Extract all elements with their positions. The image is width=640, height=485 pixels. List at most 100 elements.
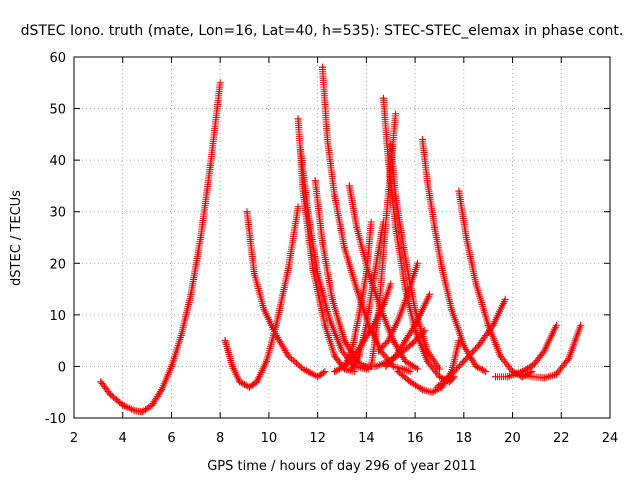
x-tick-label: 16 bbox=[407, 431, 424, 446]
data-point bbox=[399, 365, 407, 373]
data-point bbox=[438, 264, 446, 272]
x-tick-label: 10 bbox=[261, 431, 278, 446]
x-tick-label: 20 bbox=[504, 431, 521, 446]
data-point bbox=[472, 362, 480, 370]
y-tick-label: -10 bbox=[45, 412, 66, 427]
data-point bbox=[314, 270, 322, 278]
data-point bbox=[138, 408, 146, 416]
data-point bbox=[294, 115, 302, 123]
data-point bbox=[216, 79, 224, 87]
series-11 bbox=[340, 218, 375, 370]
x-tick-label: 4 bbox=[119, 431, 127, 446]
series-15 bbox=[375, 259, 421, 355]
data-point bbox=[418, 136, 426, 143]
data-point bbox=[401, 357, 409, 365]
data-point bbox=[314, 373, 322, 381]
data-point bbox=[392, 110, 400, 118]
data-point bbox=[221, 337, 229, 345]
data-point bbox=[250, 270, 258, 278]
data-point bbox=[360, 362, 368, 370]
data-point bbox=[462, 234, 470, 241]
data-point bbox=[384, 337, 392, 345]
y-tick-label: 20 bbox=[49, 257, 66, 272]
data-point bbox=[131, 407, 139, 415]
y-axis-label: dSTEC / TECUs bbox=[9, 190, 24, 286]
x-tick-label: 22 bbox=[553, 431, 570, 446]
data-point bbox=[394, 368, 402, 376]
data-point bbox=[431, 223, 439, 231]
y-tick-label: 30 bbox=[49, 206, 66, 221]
data-point bbox=[228, 362, 236, 370]
x-tick-label: 12 bbox=[309, 431, 326, 446]
data-point bbox=[353, 223, 361, 231]
data-point bbox=[382, 218, 390, 226]
series-13 bbox=[379, 94, 458, 386]
x-tick-label: 24 bbox=[602, 431, 619, 446]
data-point bbox=[263, 357, 270, 365]
series-5 bbox=[297, 146, 370, 373]
x-tick-label: 8 bbox=[216, 431, 224, 446]
data-point bbox=[460, 342, 468, 350]
data-point bbox=[433, 383, 441, 391]
data-point bbox=[387, 141, 395, 149]
data-point bbox=[401, 337, 409, 345]
data-point bbox=[516, 370, 524, 378]
y-tick-label: 10 bbox=[49, 309, 66, 324]
data-point bbox=[297, 146, 305, 154]
data-point bbox=[423, 357, 431, 365]
series-3 bbox=[243, 208, 329, 381]
data-point bbox=[353, 285, 361, 293]
y-tick-label: 60 bbox=[49, 51, 66, 66]
data-point bbox=[148, 401, 156, 409]
series-markers bbox=[516, 323, 584, 382]
data-point bbox=[409, 339, 417, 347]
series-19 bbox=[394, 337, 463, 396]
data-point bbox=[540, 347, 548, 355]
data-point bbox=[328, 295, 336, 303]
data-point bbox=[418, 386, 426, 394]
data-point bbox=[531, 360, 538, 368]
data-point bbox=[348, 347, 356, 355]
data-point bbox=[455, 187, 463, 195]
x-tick-label: 14 bbox=[358, 431, 375, 446]
data-point bbox=[187, 290, 195, 298]
data-point bbox=[372, 362, 380, 370]
data-point bbox=[355, 311, 363, 319]
data-point bbox=[423, 177, 431, 185]
data-point bbox=[489, 321, 497, 329]
data-point bbox=[379, 94, 387, 102]
data-point bbox=[345, 182, 353, 190]
data-point bbox=[321, 368, 329, 376]
series-14 bbox=[387, 141, 443, 373]
data-point bbox=[245, 383, 253, 391]
data-point bbox=[331, 352, 339, 360]
data-point bbox=[472, 280, 480, 288]
data-point bbox=[311, 177, 319, 185]
data-point bbox=[299, 365, 307, 373]
chart-title: dSTEC Iono. truth (mate, Lon=16, Lat=40,… bbox=[21, 23, 624, 39]
data-point bbox=[367, 218, 375, 226]
x-tick-label: 18 bbox=[456, 431, 473, 446]
data-point bbox=[236, 378, 244, 386]
data-point bbox=[362, 270, 370, 278]
data-point bbox=[428, 388, 436, 396]
data-point bbox=[284, 264, 292, 272]
data-point bbox=[384, 357, 392, 365]
series-22 bbox=[492, 321, 560, 381]
data-point bbox=[319, 239, 326, 247]
data-point bbox=[448, 306, 456, 314]
data-point bbox=[392, 223, 400, 231]
data-point bbox=[394, 316, 402, 324]
data-point bbox=[397, 350, 404, 357]
data-point bbox=[168, 362, 175, 370]
data-point bbox=[340, 244, 348, 252]
data-point bbox=[331, 368, 339, 376]
data-point bbox=[362, 321, 370, 329]
y-tick-label: 0 bbox=[58, 360, 66, 375]
data-point bbox=[375, 347, 382, 355]
data-point bbox=[326, 316, 334, 324]
data-point bbox=[392, 192, 400, 200]
series-1 bbox=[97, 79, 224, 416]
